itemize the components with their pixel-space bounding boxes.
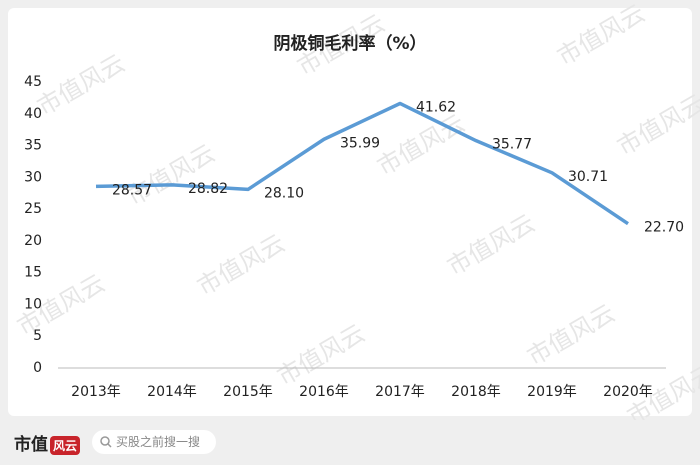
x-tick-label: 2017年 (375, 384, 425, 400)
data-label: 28.10 (264, 185, 304, 201)
chart-panel (8, 8, 692, 416)
x-tick-label: 2013年 (71, 384, 121, 400)
logo[interactable]: 市值 风云 (14, 430, 81, 455)
y-tick-label: 35 (24, 138, 42, 154)
watermark: 市值风云 (193, 229, 290, 301)
watermark: 市值风云 (123, 139, 220, 211)
logo-badge: 风云 (50, 435, 81, 455)
search-icon (100, 436, 112, 448)
data-label: 41.62 (416, 99, 456, 115)
data-label: 35.77 (492, 137, 532, 153)
chart-title: 阴极铜毛利率（%） (273, 33, 426, 54)
data-label: 22.70 (644, 220, 684, 236)
y-tick-label: 20 (24, 233, 42, 249)
search-placeholder: 买股之前搜一搜 (116, 435, 201, 449)
data-label: 28.82 (188, 181, 228, 197)
x-tick-label: 2019年 (527, 384, 577, 400)
y-tick-label: 5 (33, 328, 42, 344)
watermark: 市值风云 (33, 49, 130, 121)
x-tick-label: 2020年 (603, 384, 653, 400)
watermark: 市值风云 (443, 209, 540, 281)
search-box[interactable]: 买股之前搜一搜 (92, 430, 216, 454)
x-tick-label: 2014年 (147, 384, 197, 400)
x-tick-label: 2018年 (451, 384, 501, 400)
watermark: 市值风云 (613, 89, 700, 161)
line (95, 101, 629, 226)
watermark: 市值风云 (373, 109, 470, 181)
y-tick-label: 45 (24, 74, 42, 90)
watermark: 市值风云 (553, 0, 650, 71)
watermark: 市值风云 (523, 299, 620, 371)
footer: 市值 风云 买股之前搜一搜 (0, 420, 700, 465)
y-tick-label: 0 (33, 360, 42, 376)
data-label: 30.71 (568, 169, 608, 185)
y-tick-label: 10 (24, 296, 42, 312)
watermark: 市值风云 (273, 319, 370, 391)
x-tick-label: 2016年 (299, 384, 349, 400)
data-label: 35.99 (340, 135, 380, 151)
logo-text: 市值 (14, 435, 48, 455)
x-tick-label: 2015年 (223, 384, 273, 400)
y-tick-label: 30 (24, 169, 42, 185)
y-tick-label: 40 (24, 106, 42, 122)
data-label: 28.57 (112, 182, 152, 198)
y-tick-label: 25 (24, 201, 42, 217)
y-tick-label: 15 (24, 265, 42, 281)
